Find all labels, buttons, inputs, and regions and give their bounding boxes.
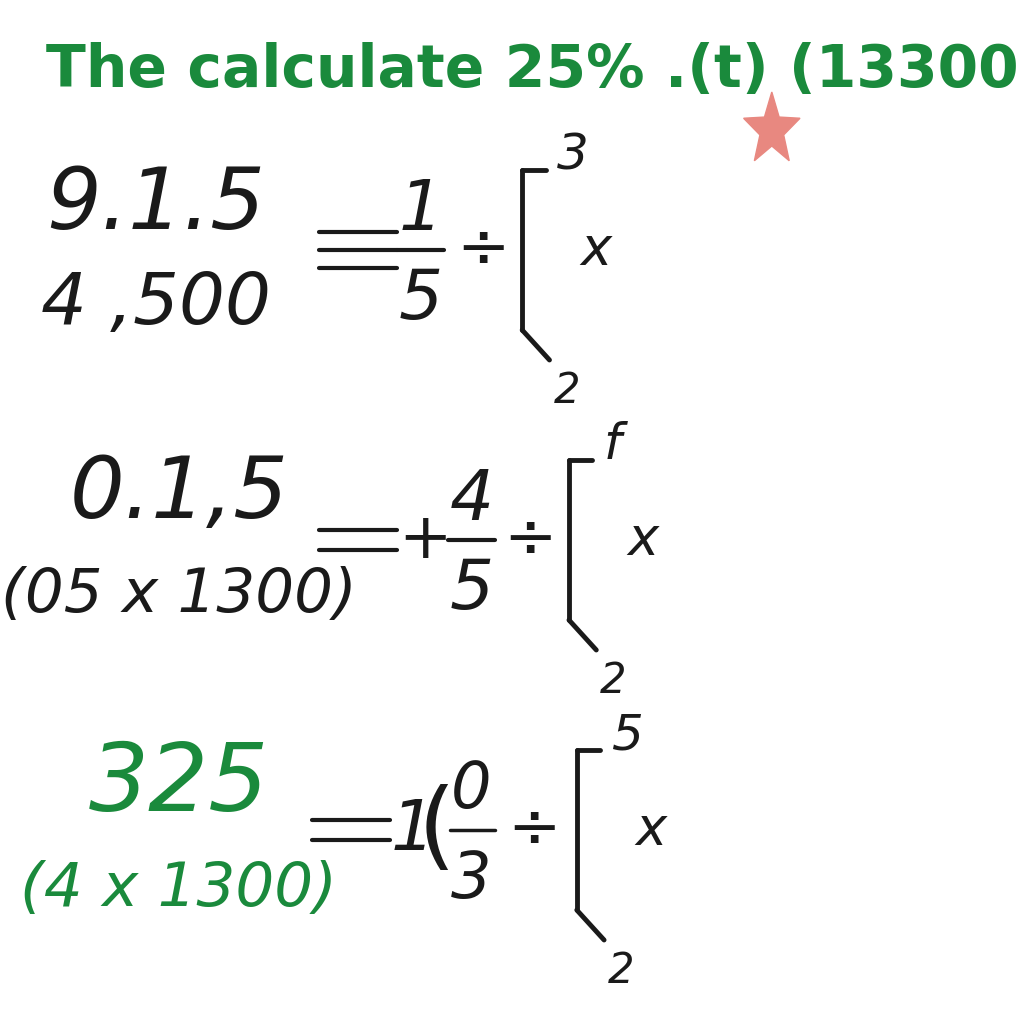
Text: 0.1,5: 0.1,5 xyxy=(70,454,289,537)
Text: (05 x 1300): (05 x 1300) xyxy=(1,565,357,625)
Text: f: f xyxy=(604,421,622,469)
Text: 2: 2 xyxy=(600,660,627,702)
Polygon shape xyxy=(743,92,800,161)
Text: x: x xyxy=(628,514,658,566)
Text: ÷: ÷ xyxy=(457,219,510,281)
Text: 1: 1 xyxy=(398,176,443,244)
Text: ÷: ÷ xyxy=(503,509,557,571)
Text: 3: 3 xyxy=(557,131,589,179)
Text: x: x xyxy=(581,224,612,276)
Text: 5: 5 xyxy=(398,266,443,334)
Text: +: + xyxy=(398,509,452,571)
Text: 2: 2 xyxy=(608,950,635,992)
Text: (: ( xyxy=(418,783,456,877)
Text: 2: 2 xyxy=(553,370,580,412)
Text: (4 x 1300): (4 x 1300) xyxy=(20,860,338,920)
Text: 325: 325 xyxy=(89,739,269,830)
Text: 0: 0 xyxy=(452,759,492,821)
Text: 5: 5 xyxy=(450,556,494,624)
Text: 1: 1 xyxy=(391,797,435,863)
Text: x: x xyxy=(635,804,667,856)
Text: 9.1.5: 9.1.5 xyxy=(46,164,265,247)
Text: 3: 3 xyxy=(452,849,492,911)
Text: 4 ,500: 4 ,500 xyxy=(41,270,270,340)
Text: ÷: ÷ xyxy=(507,799,560,861)
Text: 5: 5 xyxy=(612,711,644,759)
Text: The calculate 25% .(t) (13300: The calculate 25% .(t) (13300 xyxy=(46,42,1019,98)
Text: 4: 4 xyxy=(450,467,494,534)
